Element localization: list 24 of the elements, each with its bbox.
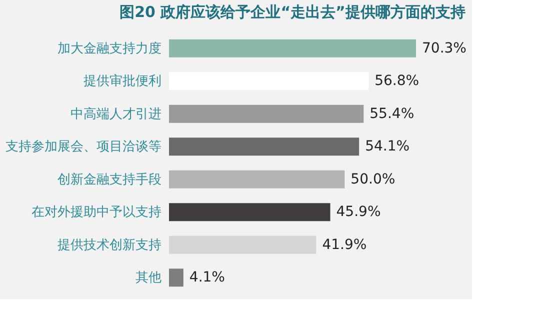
y-tick-label: 加大金融支持力度 (58, 40, 162, 56)
data-label: 70.3% (422, 40, 466, 56)
y-tick-label: 创新金融支持手段 (58, 172, 162, 188)
y-tick-label: 提供审批便利 (84, 73, 162, 90)
data-label: 4.1% (189, 270, 225, 286)
bar (169, 39, 416, 58)
chart-title: 图20 政府应该给予企业“走出去”提供哪方面的支持 (120, 3, 466, 21)
data-label: 56.8% (374, 73, 420, 90)
data-label: 54.1% (365, 138, 410, 155)
y-tick-label: 其他 (136, 270, 162, 286)
bar (169, 138, 360, 156)
bar (169, 170, 345, 188)
y-tick-label: 在对外援助中予以支持 (32, 205, 162, 220)
data-label: 41.9% (322, 236, 367, 253)
bar (169, 236, 316, 254)
bar (169, 104, 364, 123)
data-label: 55.4% (370, 106, 414, 122)
data-label: 45.9% (336, 204, 381, 220)
y-tick-label: 中高端人才引进 (70, 106, 162, 122)
bar (169, 268, 184, 287)
y-tick-label: 提供技术创新支持 (58, 238, 162, 253)
y-tick-label: 支持参加展会、项目洽谈等 (6, 140, 162, 155)
data-label: 50.0% (350, 171, 396, 188)
bar (169, 203, 330, 222)
